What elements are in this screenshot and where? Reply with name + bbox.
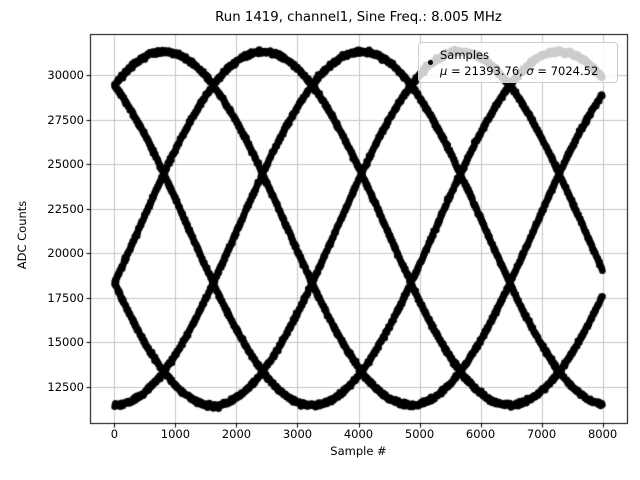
x-tick-label: 1000 — [160, 427, 191, 441]
x-tick-label: 8000 — [587, 427, 618, 441]
legend-text: Samples μ = 21393.76, σ = 7024.52 — [440, 47, 598, 79]
y-tick-label: 25000 — [47, 157, 84, 172]
y-tick-label: 22500 — [47, 201, 84, 216]
legend-marker-dot-icon — [426, 58, 435, 67]
x-tick-label: 0 — [110, 427, 119, 441]
x-tick-label: 7000 — [526, 427, 557, 441]
legend: Samples μ = 21393.76, σ = 7024.52 — [418, 42, 618, 83]
y-tick-label: 15000 — [47, 335, 84, 350]
x-tick-label: 6000 — [465, 427, 496, 441]
x-tick-label: 3000 — [282, 427, 313, 441]
x-tick-label: 4000 — [343, 427, 374, 441]
y-tick-label: 30000 — [47, 68, 84, 83]
y-tick-label: 20000 — [47, 246, 84, 261]
y-tick-label: 12500 — [47, 379, 84, 394]
chart-title: Run 1419, channel1, Sine Freq.: 8.005 MH… — [215, 10, 502, 25]
legend-stats: μ = 21393.76, σ = 7024.52 — [440, 63, 598, 79]
legend-series-label: Samples — [440, 47, 490, 62]
sigma-value: = 7024.52 — [533, 63, 599, 78]
mu-symbol: μ — [440, 63, 448, 78]
x-tick-label: 5000 — [404, 427, 435, 441]
x-tick-label: 2000 — [221, 427, 252, 441]
sigma-symbol: σ — [526, 63, 534, 78]
y-tick-label: 27500 — [47, 112, 84, 127]
mu-value: = 21393.76, — [447, 63, 527, 78]
y-tick-label: 17500 — [47, 290, 84, 305]
x-axis-label: Sample # — [330, 444, 387, 458]
